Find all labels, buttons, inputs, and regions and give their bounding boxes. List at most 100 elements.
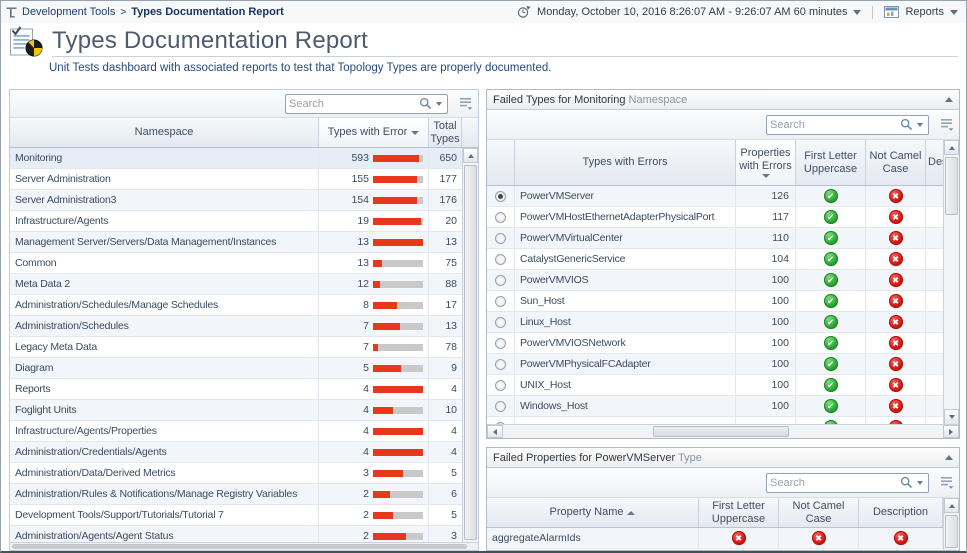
namespace-cell[interactable]: Administration/Data/Derived Metrics (10, 463, 319, 483)
namespace-cell[interactable]: Development Tools/Support/Tutorials/Tuto… (10, 505, 319, 525)
namespace-cell[interactable]: Administration/Rules & Notifications/Man… (10, 484, 319, 504)
column-header-properties-with-errors[interactable]: Properties with Errors (736, 140, 796, 185)
column-header-types-with-errors[interactable]: Types with Errors (515, 140, 736, 185)
namespace-row[interactable]: Administration/Schedules/Manage Schedule… (10, 295, 462, 316)
row-selector-cell[interactable] (487, 312, 515, 332)
search-icon[interactable] (419, 97, 432, 110)
bookmark-icon[interactable] (6, 6, 17, 19)
search-icon[interactable] (900, 476, 913, 489)
namespace-row[interactable]: Foglight Units 4 10 (10, 400, 462, 421)
search-options-chevron-down-icon[interactable] (917, 480, 923, 485)
reports-chevron-down-icon[interactable] (950, 9, 958, 15)
radio-icon[interactable] (495, 211, 506, 223)
namespace-row[interactable]: Infrastructure/Agents/Properties 4 4 (10, 421, 462, 442)
namespace-cell[interactable]: Administration/Schedules (10, 316, 319, 336)
scrollbar-thumb[interactable] (945, 157, 958, 215)
collapse-panel-icon[interactable] (945, 97, 953, 102)
namespace-row[interactable]: Administration/Schedules 7 13 (10, 316, 462, 337)
namespace-row[interactable]: Development Tools/Support/Tutorials/Tuto… (10, 505, 462, 526)
namespace-cell[interactable]: Reports (10, 379, 319, 399)
namespace-cell[interactable]: Administration/Credentials/Agents (10, 442, 319, 462)
column-header-total-types[interactable]: Total Types (429, 118, 462, 147)
failed-property-row[interactable]: aggregateAlarmIds ✖ ✖ ✖ (487, 528, 943, 549)
column-header-not-camel-case[interactable]: Not Camel Case (866, 140, 926, 185)
namespace-row[interactable]: Server Administration 155 177 (10, 169, 462, 190)
namespace-row[interactable]: Meta Data 2 12 88 (10, 274, 462, 295)
row-selector-cell[interactable] (487, 291, 515, 311)
column-header-first-letter-uppercase[interactable]: First Letter Uppercase (796, 140, 866, 185)
row-selector-cell[interactable] (487, 207, 515, 227)
time-range-chevron-down-icon[interactable] (853, 9, 862, 15)
failed-properties-vertical-scrollbar[interactable] (943, 498, 959, 550)
scrollbar-thumb[interactable] (652, 426, 789, 437)
namespace-cell[interactable]: Management Server/Servers/Data Managemen… (10, 232, 319, 252)
failed-properties-panel-header[interactable]: Failed Properties for PowerVMServer Type (487, 448, 959, 468)
namespace-row[interactable]: Administration/Data/Derived Metrics 3 5 (10, 463, 462, 484)
failed-type-row[interactable]: PowerVMServer 126 ✔ ✖ (487, 186, 943, 207)
namespace-row[interactable]: Common 13 75 (10, 253, 462, 274)
namespace-cell[interactable]: Foglight Units (10, 400, 319, 420)
failed-type-row[interactable]: PowerVMPhysicalFCAdapter 100 ✔ ✖ (487, 354, 943, 375)
time-range-label[interactable]: Monday, October 10, 2016 8:26:07 AM - 9:… (537, 6, 848, 18)
failed-type-row[interactable]: PowerVMVIOSNetwork 100 ✔ ✖ (487, 333, 943, 354)
namespace-cell[interactable]: Administration/Agents/Agent Status (10, 526, 319, 542)
namespace-cell[interactable]: Diagram (10, 358, 319, 378)
namespace-cell[interactable]: Infrastructure/Agents/Properties (10, 421, 319, 441)
radio-icon[interactable] (495, 337, 506, 349)
table-customizer-icon[interactable] (939, 118, 954, 131)
scroll-down-button[interactable] (944, 409, 959, 424)
radio-icon[interactable] (495, 358, 506, 370)
search-icon[interactable] (900, 118, 913, 131)
column-header-first-letter-uppercase[interactable]: First Letter Uppercase (699, 498, 779, 527)
scroll-left-button[interactable] (487, 425, 503, 438)
failed-type-row[interactable]: Sun_Host 100 ✔ ✖ (487, 291, 943, 312)
scrollbar-track[interactable] (503, 425, 943, 438)
row-selector-cell[interactable] (487, 354, 515, 374)
scroll-up-button[interactable] (944, 140, 959, 155)
search-options-chevron-down-icon[interactable] (436, 101, 442, 106)
namespace-cell[interactable]: Server Administration (10, 169, 319, 189)
column-header-namespace[interactable]: Namespace (10, 118, 319, 147)
failed-type-row[interactable]: CatalystGenericService 104 ✔ ✖ (487, 249, 943, 270)
scroll-up-button[interactable] (463, 148, 478, 163)
namespace-row[interactable]: Reports 4 4 (10, 379, 462, 400)
row-selector-cell[interactable] (487, 249, 515, 269)
failed-type-row[interactable]: PowerVMVirtualCenter 110 ✔ ✖ (487, 228, 943, 249)
failed-types-panel-header[interactable]: Failed Types for Monitoring Namespace (487, 90, 959, 110)
search-options-chevron-down-icon[interactable] (917, 122, 923, 127)
column-header-types-with-error[interactable]: Types with Error (319, 118, 429, 147)
column-header-property-name[interactable]: Property Name (487, 498, 699, 527)
failed-types-search-input[interactable] (770, 118, 898, 131)
namespace-row[interactable]: Server Administration3 154 176 (10, 190, 462, 211)
failed-properties-search-input[interactable] (770, 476, 898, 489)
radio-icon[interactable] (495, 274, 506, 286)
failed-type-row[interactable]: Windows_Host 100 ✔ ✖ (487, 396, 943, 417)
namespace-row[interactable]: Administration/Rules & Notifications/Man… (10, 484, 462, 505)
namespace-cell[interactable]: Monitoring (10, 148, 319, 168)
failed-type-row[interactable]: UNIX_Host 100 ✔ ✖ (487, 375, 943, 396)
namespace-row[interactable]: Management Server/Servers/Data Managemen… (10, 232, 462, 253)
row-selector-cell[interactable] (487, 375, 515, 395)
namespace-row[interactable]: Diagram 5 9 (10, 358, 462, 379)
row-selector-cell[interactable] (487, 186, 515, 206)
namespace-cell[interactable]: Infrastructure/Agents (10, 211, 319, 231)
row-selector-cell[interactable] (487, 417, 515, 424)
namespace-row[interactable]: Administration/Agents/Agent Status 2 3 (10, 526, 462, 542)
namespace-row[interactable]: Administration/Credentials/Agents 4 4 (10, 442, 462, 463)
radio-icon[interactable] (495, 253, 506, 265)
namespace-cell[interactable]: Administration/Schedules/Manage Schedule… (10, 295, 319, 315)
table-customizer-icon[interactable] (939, 476, 954, 489)
namespace-vertical-scrollbar[interactable] (462, 148, 478, 542)
failed-type-row[interactable]: PowerVMVIOS 100 ✔ ✖ (487, 270, 943, 291)
namespace-row[interactable]: Monitoring 593 650 (10, 148, 462, 169)
radio-icon[interactable] (495, 400, 506, 412)
column-header-not-camel-case[interactable]: Not Camel Case (779, 498, 859, 527)
scroll-right-button[interactable] (943, 425, 959, 438)
radio-icon[interactable] (495, 316, 506, 328)
row-selector-cell[interactable] (487, 396, 515, 416)
namespace-cell[interactable]: Meta Data 2 (10, 274, 319, 294)
namespace-row[interactable]: Infrastructure/Agents 19 20 (10, 211, 462, 232)
table-customizer-icon[interactable] (458, 97, 473, 110)
scrollbar-thumb[interactable] (12, 544, 467, 549)
failed-type-row[interactable]: PowerVMHostEthernetAdapterPhysicalPort 11… (487, 207, 943, 228)
